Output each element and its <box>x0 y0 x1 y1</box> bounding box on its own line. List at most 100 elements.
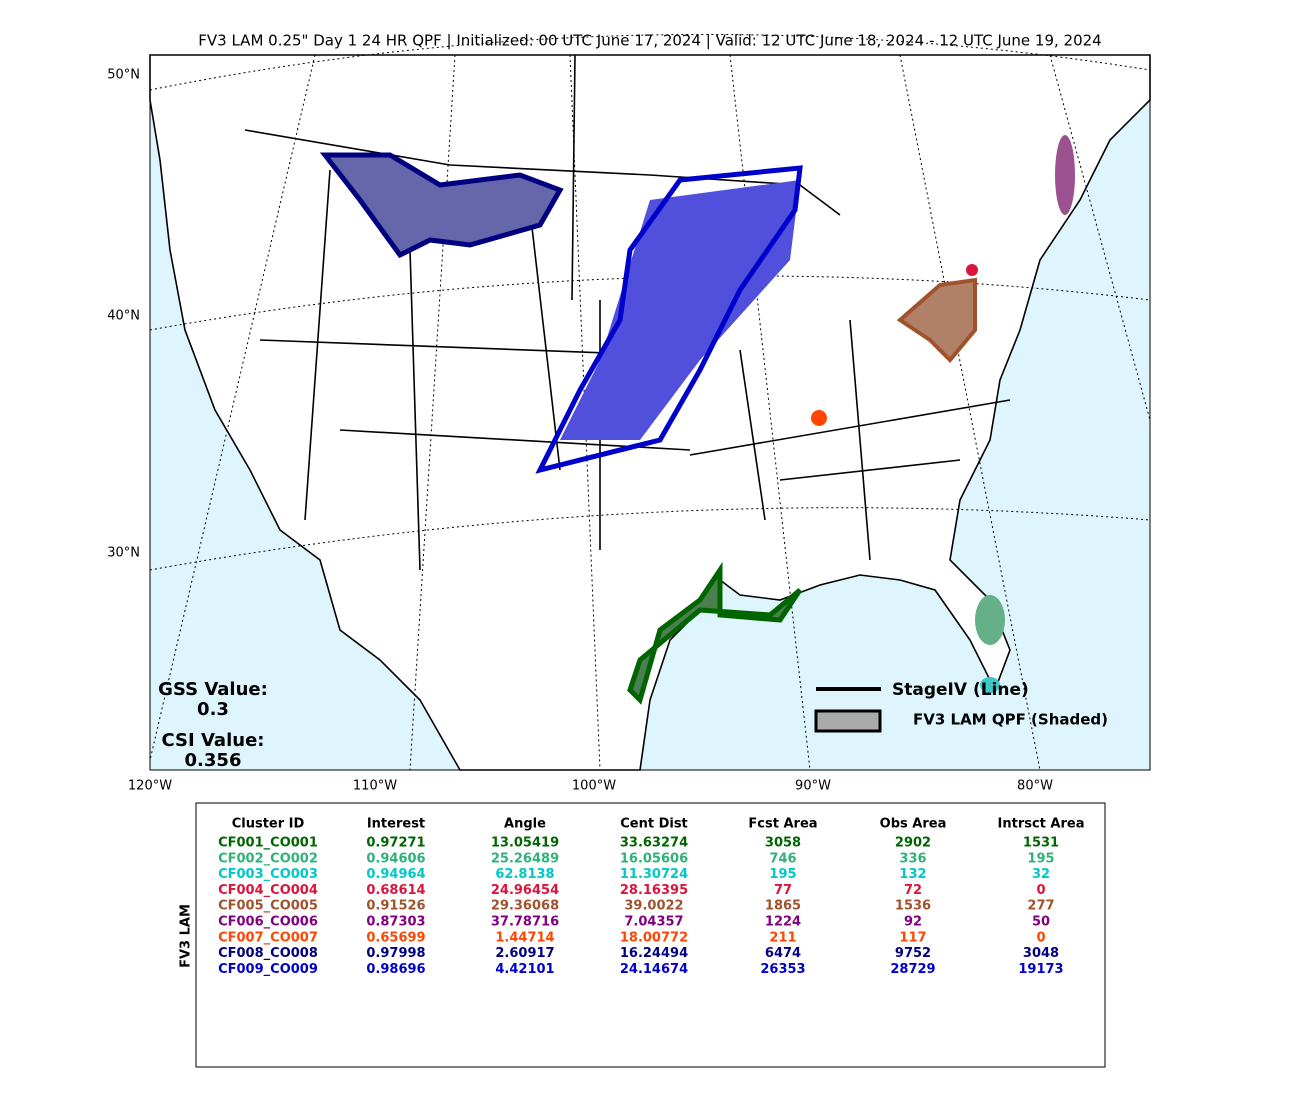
lat-label: 30°N <box>107 546 140 561</box>
table-cell: 19173 <box>1018 962 1063 977</box>
column-header: Angle <box>504 817 546 832</box>
table-cell: 1531 <box>1023 836 1059 851</box>
table-cell: 0.68614 <box>366 883 425 898</box>
lon-label: 90°W <box>795 779 831 794</box>
table-cell: CF005_CO005 <box>218 899 318 914</box>
table-cell: 0 <box>1036 883 1045 898</box>
table-cell: 26353 <box>760 962 805 977</box>
table-cell: 16.05606 <box>620 851 688 866</box>
lat-label: 40°N <box>107 309 140 324</box>
table-cell: CF002_CO002 <box>218 851 318 866</box>
table-cell: 28.16395 <box>620 883 688 898</box>
legend-line-label: StageIV (Line) <box>892 680 1029 700</box>
gss-label: GSS Value: <box>158 679 268 700</box>
table-cell: 13.05419 <box>491 836 559 851</box>
lon-label: 80°W <box>1017 779 1053 794</box>
table-cell: 24.14674 <box>620 962 688 977</box>
table-cell: 195 <box>769 867 796 882</box>
cluster-cf004 <box>966 264 978 276</box>
table-cell: 37.78716 <box>491 915 559 930</box>
table-cell: 2902 <box>895 836 931 851</box>
gss-value: 0.3 <box>197 699 229 720</box>
lon-label: 100°W <box>572 779 616 794</box>
cluster-cf003 <box>980 677 1000 693</box>
table-cell: 0.94606 <box>366 851 425 866</box>
table-cell: 33.63274 <box>620 836 688 851</box>
lon-label: 120°W <box>128 779 172 794</box>
cluster-cf006 <box>1055 135 1075 215</box>
lat-label: 50°N <box>107 68 140 83</box>
table-cell: CF007_CO007 <box>218 930 318 945</box>
cluster-cf007 <box>811 410 827 426</box>
cluster-cf002 <box>975 595 1005 645</box>
csi-value: 0.356 <box>185 750 242 771</box>
table-cell: 16.24494 <box>620 946 688 961</box>
title: FV3 LAM 0.25" Day 1 24 HR QPF | Initiali… <box>198 32 1101 50</box>
table-cell: 0.94964 <box>366 867 425 882</box>
table-cell: CF003_CO003 <box>218 867 318 882</box>
legend-box <box>814 709 882 733</box>
table-cell: CF001_CO001 <box>218 836 318 851</box>
table-frame <box>195 802 1106 1068</box>
lon-label: 110°W <box>353 779 397 794</box>
table-cell: 336 <box>899 851 926 866</box>
obs-cf009 <box>535 165 803 474</box>
qpf-cf009 <box>560 180 800 440</box>
cluster-cf008 <box>319 152 564 259</box>
table-cell: 18.00772 <box>620 930 688 945</box>
table-cell: 746 <box>769 851 796 866</box>
legend-shaded-label: FV3 LAM QPF (Shaded) <box>913 711 1108 729</box>
column-header: Cluster ID <box>232 817 305 832</box>
table-cell: 32 <box>1032 867 1050 882</box>
map: StageIV (Line) FV3 LAM QPF (Shaded) GSS … <box>149 33 1151 771</box>
table-cell: 3048 <box>1023 946 1059 961</box>
table-cell: 1536 <box>895 899 931 914</box>
table-cell: 211 <box>769 930 796 945</box>
cluster-cf001 <box>627 561 803 705</box>
column-header: Cent Dist <box>620 817 688 832</box>
column-header: Intrsct Area <box>998 817 1085 832</box>
table-cell: 1865 <box>765 899 801 914</box>
table-cell: 4.42101 <box>495 962 554 977</box>
table-cell: 2.60917 <box>495 946 554 961</box>
table-cell: 0 <box>1036 930 1045 945</box>
table-cell: CF004_CO004 <box>218 883 318 898</box>
table-cell: 117 <box>899 930 926 945</box>
column-header: Interest <box>367 817 425 832</box>
table-cell: 9752 <box>895 946 931 961</box>
table-cell: 0.91526 <box>366 899 425 914</box>
table-cell: CF006_CO006 <box>218 915 318 930</box>
table-cell: CF008_CO008 <box>218 946 318 961</box>
map-frame <box>149 54 1151 771</box>
table-cell: 0.87303 <box>366 915 425 930</box>
table-cell: CF009_CO009 <box>218 962 318 977</box>
table-cell: 7.04357 <box>624 915 683 930</box>
table-cell: 11.30724 <box>620 867 688 882</box>
table-cell: 77 <box>774 883 792 898</box>
cluster-cf005 <box>896 277 977 363</box>
table-cell: 92 <box>904 915 922 930</box>
table-cell: 39.0022 <box>624 899 683 914</box>
table-cell: 195 <box>1027 851 1054 866</box>
table-cell: 0.98696 <box>366 962 425 977</box>
table-cell: 6474 <box>765 946 801 961</box>
table-side-label: FV3 LAM <box>179 904 194 968</box>
column-header: Obs Area <box>880 817 947 832</box>
table-cell: 0.97998 <box>366 946 425 961</box>
table-cell: 1.44714 <box>495 930 554 945</box>
table-cell: 277 <box>1027 899 1054 914</box>
table-cell: 29.36068 <box>491 899 559 914</box>
column-header: Fcst Area <box>748 817 817 832</box>
table-cell: 25.26489 <box>491 851 559 866</box>
table-cell: 0.65699 <box>366 930 425 945</box>
table-cell: 3058 <box>765 836 801 851</box>
table-cell: 132 <box>899 867 926 882</box>
table-cell: 50 <box>1032 915 1050 930</box>
table-cell: 0.97271 <box>366 836 425 851</box>
table-cell: 72 <box>904 883 922 898</box>
table-cell: 1224 <box>765 915 801 930</box>
table-cell: 24.96454 <box>491 883 559 898</box>
table-cell: 62.8138 <box>495 867 554 882</box>
table-cell: 28729 <box>890 962 935 977</box>
